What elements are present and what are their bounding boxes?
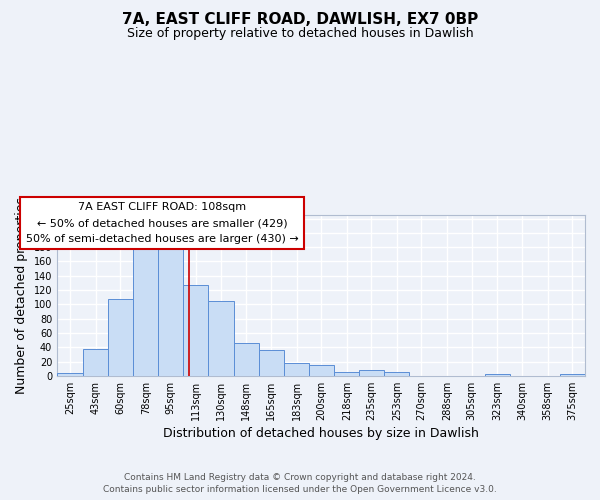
Bar <box>183 285 208 376</box>
Bar <box>133 247 158 376</box>
Bar <box>560 374 585 376</box>
X-axis label: Distribution of detached houses by size in Dawlish: Distribution of detached houses by size … <box>163 427 479 440</box>
Text: 7A, EAST CLIFF ROAD, DAWLISH, EX7 0BP: 7A, EAST CLIFF ROAD, DAWLISH, EX7 0BP <box>122 12 478 28</box>
Text: Contains public sector information licensed under the Open Government Licence v3: Contains public sector information licen… <box>103 485 497 494</box>
Bar <box>309 365 334 376</box>
Bar <box>158 248 183 376</box>
Bar <box>259 350 284 376</box>
Bar <box>334 372 359 376</box>
Text: 7A EAST CLIFF ROAD: 108sqm
← 50% of detached houses are smaller (429)
50% of sem: 7A EAST CLIFF ROAD: 108sqm ← 50% of deta… <box>26 202 298 243</box>
Text: Contains HM Land Registry data © Crown copyright and database right 2024.: Contains HM Land Registry data © Crown c… <box>124 472 476 482</box>
Bar <box>284 363 309 376</box>
Bar <box>233 343 259 376</box>
Text: Size of property relative to detached houses in Dawlish: Size of property relative to detached ho… <box>127 28 473 40</box>
Bar <box>83 348 108 376</box>
Bar <box>485 374 509 376</box>
Y-axis label: Number of detached properties: Number of detached properties <box>15 197 28 394</box>
Bar <box>359 370 384 376</box>
Bar <box>57 373 83 376</box>
Bar <box>208 302 233 376</box>
Bar <box>384 372 409 376</box>
Bar <box>108 300 133 376</box>
